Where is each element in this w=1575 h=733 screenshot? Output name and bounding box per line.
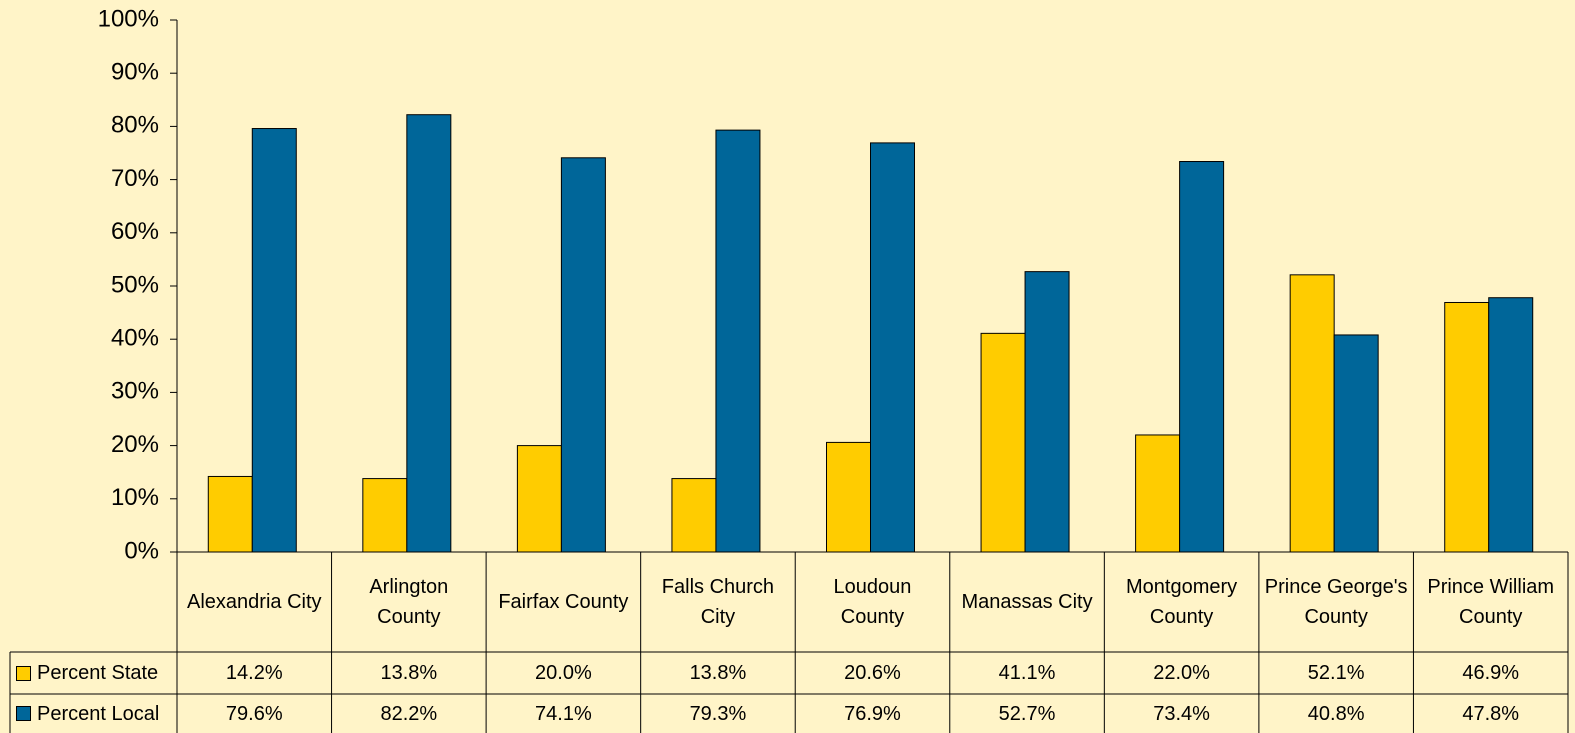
data-table-cell: 79.3% [689, 702, 747, 725]
bar [826, 441, 871, 553]
legend-swatch [16, 706, 31, 721]
x-tick-label: Manassas City [961, 591, 1093, 613]
y-tick-label: 60% [111, 218, 159, 245]
bar [671, 478, 717, 553]
bar [870, 142, 915, 553]
bar [715, 129, 761, 553]
data-table-cell: 82.2% [380, 702, 438, 725]
bar [362, 478, 408, 553]
bar [1289, 274, 1335, 553]
bar [560, 157, 606, 553]
x-tick-label: Montgomery County [1126, 576, 1238, 628]
bar [1179, 161, 1225, 553]
y-tick-label: 80% [111, 112, 159, 139]
x-tick-label: Alexandria City [187, 591, 322, 613]
y-tick-label: 0% [124, 537, 159, 564]
data-table-cell: 74.1% [535, 702, 592, 725]
data-table-cell: 40.8% [1307, 702, 1365, 725]
x-tick-label: Prince William County [1427, 576, 1555, 628]
x-tick-label: Fairfax County [498, 591, 629, 613]
x-tick-label: Prince George's County [1264, 576, 1408, 628]
data-table-cell: 76.9% [844, 702, 901, 725]
legend-swatch [16, 665, 31, 681]
bar [1333, 334, 1379, 553]
data-table-cell: 79.6% [225, 702, 283, 725]
bar [406, 114, 452, 553]
legend-label: Percent State [37, 662, 159, 684]
bar [980, 332, 1026, 553]
legend-item: Percent Local [10, 694, 177, 733]
x-tick-label: Loudoun County [833, 576, 912, 628]
y-tick-label: 100% [98, 5, 159, 32]
bar [1488, 297, 1534, 553]
data-table-cell: 22.0% [1153, 662, 1210, 684]
data-table-cell: 13.8% [689, 662, 747, 684]
x-tick-label: Falls Church City [661, 576, 775, 628]
bar [251, 128, 297, 553]
data-table-cell: 52.7% [998, 702, 1056, 725]
data-table-cell: 73.4% [1153, 702, 1210, 725]
y-tick-label: 40% [111, 325, 159, 352]
data-table-cell: 13.8% [380, 662, 438, 684]
y-tick-label: 70% [111, 165, 159, 192]
data-table-cell: 20.0% [535, 662, 592, 684]
data-table-cell: 14.2% [225, 662, 283, 684]
y-tick-label: 20% [111, 431, 159, 458]
data-table-cell: 46.9% [1462, 662, 1520, 684]
bar [1444, 301, 1490, 553]
data-table-cell: 47.8% [1462, 702, 1520, 725]
y-tick-label: 10% [111, 484, 159, 511]
bar [1135, 434, 1181, 553]
data-table-cell: 41.1% [998, 662, 1056, 684]
bar [207, 475, 253, 553]
y-tick-label: 90% [111, 59, 159, 86]
data-table-cell: 52.1% [1307, 662, 1365, 684]
bar [1024, 271, 1070, 553]
data-table-cell: 20.6% [844, 662, 901, 684]
x-tick-label: Arlington County [369, 576, 449, 628]
bar [516, 445, 562, 553]
y-tick-label: 30% [111, 378, 159, 405]
y-tick-label: 50% [111, 271, 159, 298]
legend-item: Percent State [10, 652, 177, 694]
legend-label: Percent Local [37, 702, 160, 725]
